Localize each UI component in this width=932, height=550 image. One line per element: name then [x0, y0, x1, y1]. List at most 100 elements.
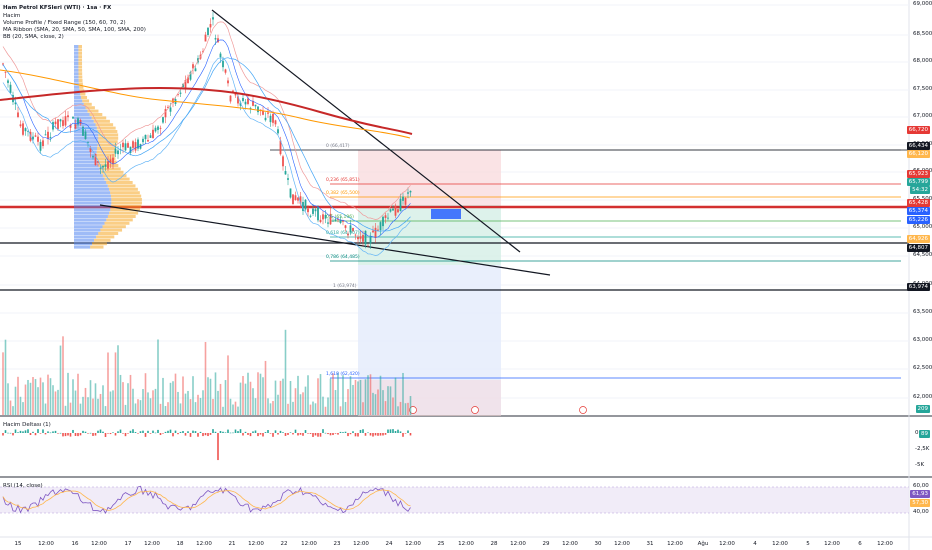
volume-bar — [57, 389, 59, 415]
volume-bar — [62, 336, 64, 415]
time-axis-label: Ağu — [697, 541, 709, 547]
rsi-pane-title[interactable]: RSI (14, close) — [3, 483, 43, 489]
event-flag-icon — [471, 406, 479, 414]
candle-body — [164, 109, 167, 118]
volume-bar — [359, 379, 362, 415]
delta-bar — [257, 433, 259, 437]
volume-bar — [157, 339, 159, 415]
price-axis-label: 69,000 — [913, 1, 932, 7]
volume-profile-bar — [74, 198, 112, 201]
volume-bar — [294, 388, 297, 415]
volume-profile-bar — [97, 147, 116, 150]
volume-bar — [127, 383, 129, 415]
volume-bar — [69, 402, 72, 415]
candle-body — [307, 208, 309, 213]
candle-body — [187, 77, 189, 84]
volume-bar — [9, 400, 12, 415]
candle-body — [397, 209, 399, 213]
volume-bar — [72, 379, 74, 415]
candle-body — [262, 111, 264, 115]
volume-profile-bar — [101, 170, 124, 174]
price-axis-label: 62,000 — [913, 394, 932, 400]
delta-bar — [382, 433, 384, 436]
volume-bar — [109, 391, 112, 415]
volume-profile-bar — [78, 75, 83, 79]
candle-body — [102, 165, 104, 168]
candle-body — [159, 127, 162, 129]
candle-body — [322, 214, 324, 220]
volume-bar — [332, 373, 334, 415]
delta-bar — [322, 429, 324, 433]
volume-bar — [279, 380, 282, 415]
volume-profile-bar — [74, 51, 79, 55]
candle-body — [302, 202, 304, 212]
price-axis-label: 67,500 — [913, 86, 932, 92]
volume-profile-bar — [111, 201, 142, 205]
volume-profile-bar — [74, 147, 98, 150]
volume-bar — [42, 382, 44, 415]
volume-profile-bar — [96, 150, 116, 154]
time-axis-label: 22 — [280, 541, 288, 547]
candle-body — [274, 120, 277, 125]
legend-volume[interactable]: Hacim — [3, 13, 21, 19]
volume-profile-bar — [74, 140, 99, 144]
vol-zone — [358, 380, 501, 416]
candle-body — [167, 106, 169, 108]
candle-body — [177, 94, 179, 95]
volume-bar — [89, 380, 92, 415]
delta-bar — [219, 431, 222, 433]
candle-body — [347, 233, 349, 236]
delta-bar — [202, 433, 204, 437]
volume-bar — [379, 375, 382, 415]
delta-bar — [109, 433, 112, 435]
candle-body — [367, 245, 369, 247]
delta-bar — [304, 430, 307, 433]
time-axis-label: 12:00 — [38, 541, 54, 547]
delta-pane-title[interactable]: Hacim Deltası (1) — [3, 422, 51, 428]
volume-bar — [374, 394, 377, 415]
price-tag: 64,926 — [906, 235, 930, 243]
delta-bar — [387, 429, 389, 433]
candle-body — [189, 72, 192, 80]
volume-bar — [324, 406, 327, 415]
volume-profile-bar — [79, 85, 84, 89]
volume-bar — [149, 398, 152, 415]
delta-bar — [122, 433, 124, 434]
volume-bar — [67, 372, 69, 415]
volume-profile-bar — [74, 187, 110, 191]
delta-bar — [54, 430, 57, 433]
price-axis-label: 68,500 — [913, 31, 932, 37]
volume-bar — [409, 396, 412, 415]
volume-profile-bar — [74, 215, 108, 218]
candle-body — [32, 136, 34, 140]
delta-bar — [62, 433, 64, 437]
price-axis-label: 67,000 — [913, 113, 932, 119]
volume-bar — [197, 394, 199, 415]
volume-bar — [182, 376, 184, 415]
delta-bar — [177, 433, 179, 435]
volume-profile-bar — [74, 45, 79, 48]
delta-bar — [197, 433, 199, 437]
volume-bar — [244, 383, 247, 415]
volume-bar — [232, 404, 234, 415]
time-axis-label: 12:00 — [248, 541, 264, 547]
legend-bollinger[interactable]: BB (20, SMA, close, 2) — [3, 34, 64, 40]
volume-bar — [272, 401, 274, 415]
volume-bar — [369, 374, 372, 415]
delta-bar — [352, 431, 354, 433]
delta-bar — [242, 433, 244, 436]
volume-bar — [202, 390, 204, 415]
candle-body — [339, 219, 342, 224]
candle-body — [352, 227, 354, 232]
legend-ma-ribbon[interactable]: MA Ribbon (SMA, 20, SMA, 50, SMA, 100, S… — [3, 27, 146, 33]
volume-bar — [314, 403, 317, 415]
volume-profile-bar — [74, 89, 80, 93]
delta-bar — [59, 432, 62, 434]
candle-body — [362, 235, 364, 242]
volume-profile-bar — [104, 177, 130, 181]
volume-bar — [194, 402, 197, 415]
legend-volume-profile[interactable]: Volume Profile / Fixed Range (150, 60, 7… — [3, 20, 126, 26]
volume-bar — [39, 377, 42, 415]
